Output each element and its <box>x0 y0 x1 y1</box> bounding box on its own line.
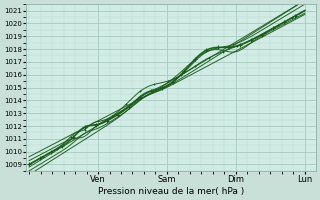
X-axis label: Pression niveau de la mer( hPa ): Pression niveau de la mer( hPa ) <box>98 187 244 196</box>
